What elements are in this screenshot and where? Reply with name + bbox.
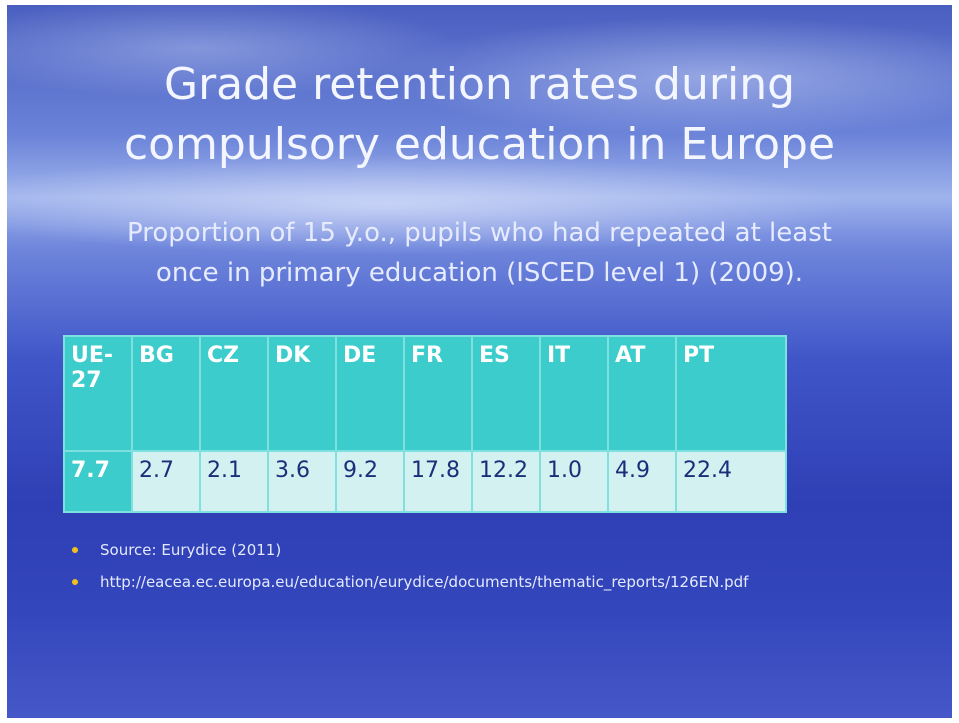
subtitle-line: once in primary education (ISCED level 1… <box>155 258 804 288</box>
header-cell: BG <box>131 335 201 452</box>
header-cell: IT <box>539 335 609 452</box>
bullet-dot <box>72 547 78 553</box>
header-row: UE-27 BG CZ DK DE FR ES IT AT PT <box>63 335 787 452</box>
data-row: 7.7 2.7 2.1 3.6 9.2 17.8 12.2 1.0 4.9 22.4 <box>63 450 787 513</box>
header-cell: FR <box>403 335 473 452</box>
data-cell: 3.6 <box>267 450 337 513</box>
subtitle: Proportion of 15 y.o., pupils who had re… <box>7 213 952 293</box>
data-cell: 12.2 <box>471 450 541 513</box>
data-cell: 7.7 <box>63 450 133 513</box>
data-cell: 9.2 <box>335 450 405 513</box>
header-cell: DE <box>335 335 405 452</box>
header-cell: ES <box>471 335 541 452</box>
slide: Grade retention rates during compulsory e… <box>7 5 952 718</box>
header-cell: AT <box>607 335 677 452</box>
header-cell: DK <box>267 335 337 452</box>
data-cell: 17.8 <box>403 450 473 513</box>
data-cell: 22.4 <box>675 450 787 513</box>
subtitle-line: Proportion of 15 y.o., pupils who had re… <box>127 218 832 248</box>
bullet: Source: Eurydice (2011) <box>72 540 902 560</box>
header-cell: PT <box>675 335 787 452</box>
bullet-dot <box>72 579 78 585</box>
bullet-text: http://eacea.ec.europa.eu/education/eury… <box>100 573 749 591</box>
title: Grade retention rates during compulsory e… <box>7 55 952 175</box>
data-cell: 4.9 <box>607 450 677 513</box>
title-line: compulsory education in Europe <box>123 119 836 170</box>
header-cell: CZ <box>199 335 269 452</box>
bullet: http://eacea.ec.europa.eu/education/eury… <box>72 572 902 592</box>
data-cell: 1.0 <box>539 450 609 513</box>
bullet-text: Source: Eurydice (2011) <box>100 541 282 559</box>
bullet-list: Source: Eurydice (2011) http://eacea.ec.e… <box>72 540 902 604</box>
header-cell: UE-27 <box>63 335 133 452</box>
data-table: UE-27 BG CZ DK DE FR ES IT AT PT 7.7 2.7 2.1 3.6 9.2 17… <box>63 335 787 513</box>
data-cell: 2.7 <box>131 450 201 513</box>
title-line: Grade retention rates during <box>163 59 796 110</box>
data-cell: 2.1 <box>199 450 269 513</box>
